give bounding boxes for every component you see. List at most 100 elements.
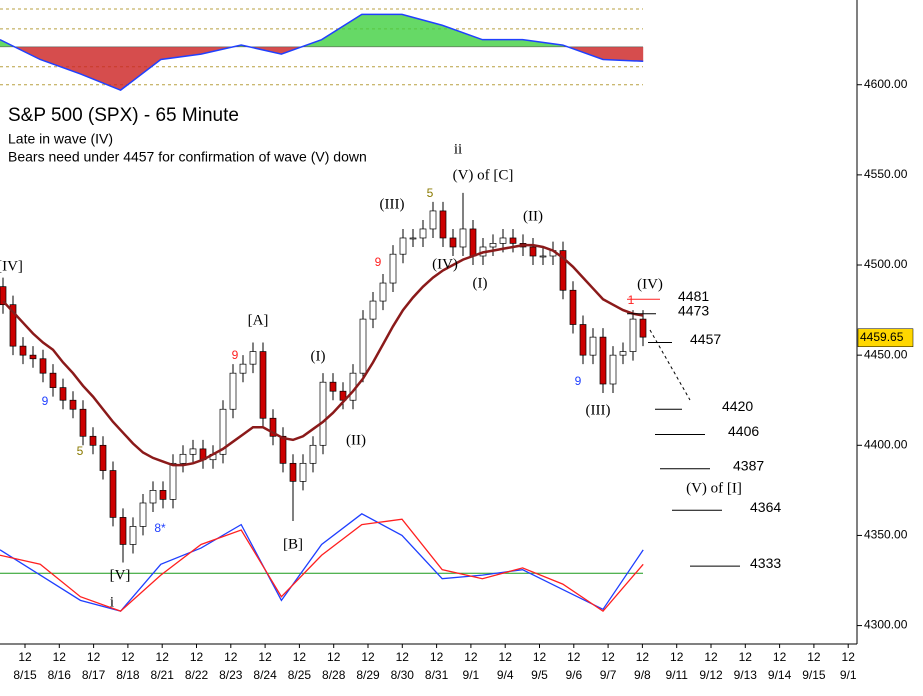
wave-label: 9 bbox=[232, 348, 239, 362]
candle-body bbox=[79, 408, 87, 437]
candle-body bbox=[19, 345, 27, 356]
wave-label: 1 bbox=[628, 293, 635, 307]
wave-label: [IV] bbox=[0, 258, 23, 274]
x-tick-label: 8/31 bbox=[425, 668, 449, 682]
candle-body bbox=[179, 453, 187, 464]
oscillator-line bbox=[0, 513, 644, 612]
x-tick-label: 9/5 bbox=[531, 668, 548, 682]
candle-body bbox=[169, 462, 177, 500]
wave-label: ii bbox=[454, 141, 462, 157]
x-tick-label: 9/1 bbox=[840, 668, 857, 682]
candle-body bbox=[229, 372, 237, 410]
candle-body bbox=[149, 490, 157, 504]
candle-body bbox=[319, 381, 327, 446]
x-tick-label: 12 bbox=[601, 650, 615, 664]
candle-body bbox=[429, 210, 437, 230]
candle-body bbox=[629, 318, 637, 352]
level-label: 4473 bbox=[678, 302, 709, 318]
candle-body bbox=[569, 289, 577, 325]
candle-body bbox=[539, 255, 547, 258]
x-tick-label: 12 bbox=[807, 650, 821, 664]
candle-body bbox=[419, 228, 427, 239]
projection-line bbox=[649, 329, 691, 401]
x-tick-label: 8/21 bbox=[151, 668, 175, 682]
wave-label: [A] bbox=[248, 312, 269, 328]
candle-body bbox=[59, 387, 67, 401]
y-tick-label: 4600.00 bbox=[864, 77, 908, 91]
y-tick-label: 4300.00 bbox=[864, 618, 908, 632]
candle-body bbox=[609, 354, 617, 385]
subtitle: Late in wave (IV) bbox=[8, 131, 113, 147]
x-tick-label: 8/17 bbox=[82, 668, 106, 682]
x-tick-label: 9/12 bbox=[699, 668, 723, 682]
candle-body bbox=[39, 358, 47, 374]
x-tick-label: 8/18 bbox=[116, 668, 140, 682]
x-tick-label: 12 bbox=[773, 650, 787, 664]
candle-body bbox=[389, 253, 397, 284]
candle-body bbox=[269, 417, 277, 437]
wave-label: (I) bbox=[473, 275, 488, 291]
x-tick-label: 12 bbox=[87, 650, 101, 664]
x-tick-label: 12 bbox=[533, 650, 547, 664]
candle-body bbox=[159, 490, 167, 500]
wave-label: 9 bbox=[375, 255, 382, 269]
y-tick-label: 4400.00 bbox=[864, 437, 908, 451]
wave-label: (V) of [I] bbox=[686, 480, 742, 496]
x-tick-label: 8/22 bbox=[185, 668, 209, 682]
candle-body bbox=[359, 318, 367, 374]
candle-body bbox=[449, 237, 457, 248]
x-tick-label: 8/24 bbox=[253, 668, 277, 682]
candle-body bbox=[99, 444, 107, 471]
candle-body bbox=[249, 351, 257, 365]
candle-body bbox=[69, 399, 77, 410]
wave-label: (V) of [C] bbox=[453, 167, 514, 183]
candle-body bbox=[579, 324, 587, 356]
level-label: 4457 bbox=[690, 331, 721, 347]
x-tick-label: 12 bbox=[464, 650, 478, 664]
oscillator-line bbox=[0, 518, 644, 613]
candle-body bbox=[0, 286, 7, 306]
candle-body bbox=[119, 517, 127, 545]
candle-body bbox=[129, 526, 137, 545]
price-label: 4459.65 bbox=[860, 330, 904, 344]
x-tick-label: 12 bbox=[430, 650, 444, 664]
candle-body bbox=[439, 210, 447, 239]
x-tick-label: 12 bbox=[636, 650, 650, 664]
x-tick-label: 8/29 bbox=[356, 668, 380, 682]
x-tick-label: 12 bbox=[18, 650, 32, 664]
candle-body bbox=[219, 408, 227, 455]
x-tick-label: 9/13 bbox=[734, 668, 758, 682]
level-label: 4420 bbox=[722, 398, 753, 414]
x-tick-label: 12 bbox=[842, 650, 856, 664]
wave-label: (I) bbox=[311, 348, 326, 364]
x-tick-label: 12 bbox=[361, 650, 375, 664]
candle-body bbox=[409, 237, 417, 240]
y-tick-label: 4550.00 bbox=[864, 167, 908, 181]
x-tick-label: 12 bbox=[396, 650, 410, 664]
subtitle: Bears need under 4457 for confirmation o… bbox=[8, 149, 367, 165]
wave-label: 8* bbox=[154, 521, 166, 535]
moving-average bbox=[2, 243, 644, 467]
candle-body bbox=[289, 462, 297, 482]
level-label: 4387 bbox=[733, 457, 764, 473]
x-tick-label: 12 bbox=[704, 650, 718, 664]
candle-body bbox=[189, 448, 197, 455]
x-tick-label: 9/8 bbox=[634, 668, 651, 682]
x-tick-label: 8/28 bbox=[322, 668, 346, 682]
wave-label: i bbox=[110, 594, 114, 610]
x-tick-label: 12 bbox=[121, 650, 135, 664]
candle-body bbox=[459, 228, 467, 248]
candle-body bbox=[499, 237, 507, 244]
y-tick-label: 4350.00 bbox=[864, 528, 908, 542]
x-tick-label: 12 bbox=[499, 650, 513, 664]
chart-title: S&P 500 (SPX) - 65 Minute bbox=[8, 105, 239, 126]
candle-body bbox=[49, 372, 57, 388]
x-tick-label: 9/11 bbox=[665, 668, 688, 682]
candle-body bbox=[299, 462, 307, 482]
wave-label: (III) bbox=[380, 196, 405, 212]
candle-body bbox=[399, 237, 407, 255]
indicator-area bbox=[14, 46, 644, 91]
x-tick-label: 9/7 bbox=[600, 668, 617, 682]
wave-label: (II) bbox=[346, 432, 366, 448]
x-tick-label: 9/6 bbox=[565, 668, 582, 682]
